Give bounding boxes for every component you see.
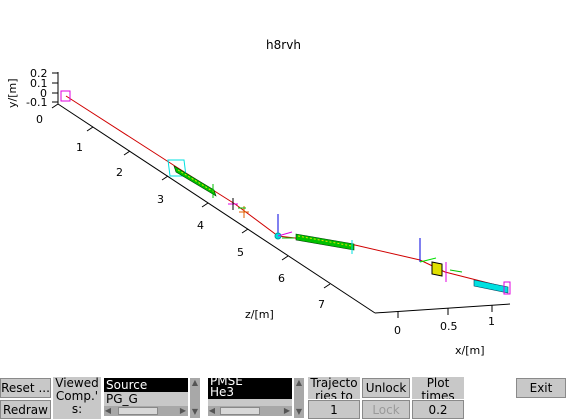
particle-vscroll[interactable]: ▲ ▼ bbox=[294, 378, 304, 418]
z-tick-label: 3 bbox=[157, 193, 164, 206]
scroll-up-icon[interactable]: ▲ bbox=[295, 378, 303, 387]
guide-component-1 bbox=[167, 159, 217, 198]
y-tick-label: 0.2 bbox=[30, 67, 48, 80]
slit-component bbox=[228, 198, 249, 218]
scroll-left-icon[interactable]: ◀ bbox=[208, 406, 216, 415]
source-component bbox=[60, 90, 71, 102]
z-tick-label: 2 bbox=[116, 166, 123, 179]
scroll-right-icon[interactable]: ▶ bbox=[179, 406, 187, 415]
control-panel: Reset ... Redraw Viewed Comp.' s: Source… bbox=[0, 376, 567, 419]
trajectories-value[interactable]: 1 bbox=[308, 400, 360, 419]
plot-times-label-line2: times bbox=[421, 389, 455, 400]
viewed-label-line3: s: bbox=[71, 402, 83, 416]
list-item[interactable]: He3 bbox=[208, 385, 292, 399]
guide-component-3 bbox=[473, 279, 511, 295]
y-tick-label: -0.1 bbox=[26, 96, 47, 109]
particle-list[interactable]: PMSE He3 bbox=[208, 378, 292, 406]
scroll-down-icon[interactable]: ▼ bbox=[295, 407, 303, 416]
components-hscroll[interactable]: ◀ ▶ bbox=[104, 406, 188, 416]
redraw-button[interactable]: Redraw bbox=[0, 400, 51, 419]
plot-times-label: Plot times bbox=[412, 377, 464, 399]
viewed-label-line2: Comp.' bbox=[55, 389, 99, 403]
z-axis-line bbox=[57, 103, 376, 314]
scroll-left-icon[interactable]: ◀ bbox=[104, 406, 112, 415]
scroll-thumb[interactable] bbox=[220, 407, 260, 415]
z-axis-label: z/[m] bbox=[245, 308, 274, 321]
scroll-right-icon[interactable]: ▶ bbox=[283, 406, 291, 415]
z-tick-label: 1 bbox=[76, 141, 83, 154]
plot-times-value[interactable]: 0.2 bbox=[412, 400, 464, 419]
list-item[interactable]: Source bbox=[104, 378, 188, 392]
list-item[interactable]: PG_G bbox=[106, 392, 138, 406]
z-tick-label: 4 bbox=[197, 219, 204, 232]
trajectories-label-line1: Trajecto bbox=[310, 377, 358, 390]
list-item[interactable]: PMSE bbox=[208, 378, 292, 385]
scroll-up-icon[interactable]: ▲ bbox=[191, 378, 199, 387]
x-axis-line bbox=[374, 303, 511, 314]
monitor-component bbox=[274, 214, 294, 240]
x-tick-label: 1 bbox=[488, 315, 495, 328]
y-axis-label: y/[m] bbox=[6, 78, 19, 108]
viewed-label-line1: Viewed bbox=[55, 377, 99, 390]
viewed-components-label: Viewed Comp.' s: bbox=[53, 377, 101, 419]
z-tick-label: 7 bbox=[318, 298, 325, 311]
scroll-down-icon[interactable]: ▼ bbox=[191, 407, 199, 416]
guide-component-2 bbox=[295, 233, 355, 254]
x-tick-label: 0.5 bbox=[440, 320, 458, 333]
trajectories-label-line2: ries to bbox=[315, 389, 353, 400]
reset-button[interactable]: Reset ... bbox=[0, 378, 51, 398]
lock-button[interactable]: Lock bbox=[362, 400, 410, 419]
z-tick-label: 6 bbox=[278, 272, 285, 285]
plot-times-label-line1: Plot bbox=[426, 377, 450, 390]
exit-button[interactable]: Exit bbox=[516, 378, 566, 398]
beam-trajectory bbox=[65, 95, 509, 289]
components-vscroll[interactable]: ▲ ▼ bbox=[190, 378, 200, 418]
axes bbox=[51, 72, 511, 318]
y-tick-label: 0 bbox=[40, 87, 47, 100]
z-tick-label: 5 bbox=[237, 246, 244, 259]
trajectories-label: Trajecto ries to bbox=[308, 377, 360, 399]
components-list[interactable]: Source PG_G bbox=[104, 378, 188, 406]
particle-hscroll[interactable]: ◀ ▶ bbox=[208, 406, 292, 416]
scroll-thumb[interactable] bbox=[118, 407, 158, 415]
z-tick-label: 0 bbox=[36, 113, 43, 126]
plot-title: h8rvh bbox=[266, 38, 301, 52]
x-tick-label: 0 bbox=[394, 324, 401, 337]
unlock-button[interactable]: Unlock bbox=[362, 378, 410, 398]
trajectory-plot: y/[m] z/[m] x/[m] 0.2 0.1 0 -0.1 0 1 2 3… bbox=[6, 67, 511, 357]
x-axis-label: x/[m] bbox=[455, 344, 485, 357]
detector-component bbox=[419, 238, 463, 282]
y-tick-label: 0.1 bbox=[30, 77, 48, 90]
